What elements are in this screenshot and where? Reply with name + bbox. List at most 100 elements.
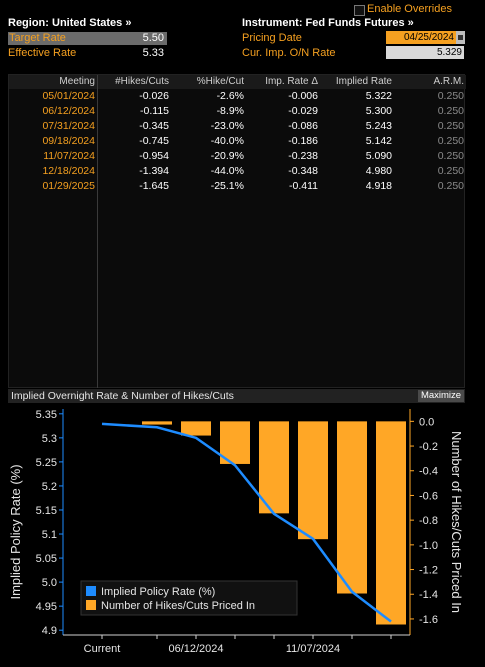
col-implied-rate[interactable]: Implied Rate — [335, 76, 392, 87]
cell-hikes: -0.745 — [139, 135, 169, 147]
cell-meeting: 11/07/2024 — [43, 150, 95, 162]
right-tick-label: -0.8 — [419, 515, 438, 527]
legend-swatch — [86, 586, 96, 596]
right-tick-label: -1.2 — [419, 565, 438, 577]
left-tick-label: 5.35 — [36, 409, 57, 421]
column-divider — [97, 75, 98, 388]
col-imp-rate-delta[interactable]: Imp. Rate Δ — [265, 76, 318, 87]
bar — [259, 421, 289, 514]
legend-label: Number of Hikes/Cuts Priced In — [101, 600, 255, 612]
target-rate-value: 5.50 — [142, 32, 164, 44]
right-tick-label: -0.4 — [419, 466, 438, 478]
col-pct-hike-cut[interactable]: %Hike/Cut — [196, 76, 244, 87]
x-tick-label: 11/07/2024 — [286, 643, 340, 655]
col-hikes-cuts[interactable]: #Hikes/Cuts — [115, 76, 169, 87]
legend-box — [80, 580, 298, 616]
enable-overrides-label[interactable]: Enable Overrides — [367, 3, 452, 15]
table-row[interactable]: 05/01/2024 -0.026 -2.6% -0.006 5.322 0.250 — [9, 89, 466, 104]
bar — [376, 421, 406, 625]
rate-chart: 5.35 5.3 5.25 5.2 5.15 5.1 5.05 5.0 4.95 4.9 Impli… — [8, 409, 464, 655]
bar — [337, 421, 367, 594]
instrument-selector[interactable]: Instrument: Fed Funds Futures » — [242, 17, 414, 29]
left-tick-label: 5.1 — [42, 529, 57, 541]
effective-rate-label: Effective Rate — [8, 47, 77, 59]
meetings-table: Meeting #Hikes/Cuts %Hike/Cut Imp. Rate … — [8, 74, 466, 388]
left-tick-label: 4.95 — [36, 601, 57, 613]
right-tick-label: -0.2 — [419, 441, 438, 453]
cell-delta: -0.029 — [288, 105, 318, 117]
table-row[interactable]: 01/29/2025 -1.645 -25.1% -0.411 4.918 0.250 — [9, 179, 466, 194]
cell-arm: 0.250 — [437, 165, 464, 177]
cell-delta: -0.238 — [288, 150, 318, 162]
cell-pct: -44.0% — [210, 165, 244, 177]
bar — [298, 421, 328, 540]
col-arm[interactable]: A.R.M. — [433, 76, 464, 87]
cell-meeting: 06/12/2024 — [42, 105, 95, 117]
cell-pct: -20.9% — [210, 150, 244, 162]
cell-meeting: 07/31/2024 — [42, 120, 95, 132]
cell-arm: 0.250 — [437, 105, 464, 117]
calendar-icon[interactable] — [456, 31, 465, 44]
pricing-date-input[interactable]: 04/25/2024 — [386, 31, 456, 44]
cell-delta: -0.411 — [289, 180, 318, 192]
right-tick-label: -1.6 — [419, 614, 438, 626]
effective-rate-value: 5.33 — [142, 47, 164, 59]
cell-hikes: -0.954 — [139, 150, 169, 162]
cell-pct: -25.1% — [210, 180, 244, 192]
cell-delta: -0.348 — [288, 165, 318, 177]
table-row[interactable]: 07/31/2024 -0.345 -23.0% -0.086 5.243 0.250 — [9, 119, 466, 134]
left-axis-label: Implied Policy Rate (%) — [8, 464, 23, 599]
cell-implied: 5.300 — [365, 105, 392, 117]
cell-pct: -23.0% — [210, 120, 244, 132]
left-tick-label: 5.25 — [36, 457, 57, 469]
cell-arm: 0.250 — [437, 180, 464, 192]
bar — [142, 421, 172, 425]
target-rate-label: Target Rate — [8, 32, 167, 45]
cell-meeting: 01/29/2025 — [42, 180, 95, 192]
cell-hikes: -0.026 — [139, 90, 169, 102]
cell-hikes: -1.394 — [139, 165, 169, 177]
cell-meeting: 05/01/2024 — [42, 90, 95, 102]
col-meeting[interactable]: Meeting — [59, 76, 95, 87]
left-tick-label: 5.3 — [42, 433, 57, 445]
cur-imp-rate-label: Cur. Imp. O/N Rate — [242, 47, 336, 59]
cur-imp-rate-field[interactable]: 5.329 — [386, 46, 464, 59]
cell-delta: -0.006 — [288, 90, 318, 102]
cell-arm: 0.250 — [437, 135, 464, 147]
cell-delta: -0.186 — [288, 135, 318, 147]
table-row[interactable]: 12/18/2024 -1.394 -44.0% -0.348 4.980 0.250 — [9, 164, 466, 179]
right-tick-label: -0.6 — [419, 490, 438, 502]
left-tick-label: 5.15 — [36, 505, 57, 517]
table-row[interactable]: 06/12/2024 -0.115 -8.9% -0.029 5.300 0.250 — [9, 104, 466, 119]
cell-implied: 5.243 — [365, 120, 392, 132]
legend-swatch — [86, 600, 96, 610]
region-selector[interactable]: Region: United States » — [8, 17, 132, 29]
left-tick-label: 4.9 — [42, 625, 57, 637]
table-header: Meeting #Hikes/Cuts %Hike/Cut Imp. Rate … — [9, 75, 466, 89]
cell-hikes: -1.645 — [139, 180, 169, 192]
series-line — [101, 422, 392, 623]
left-tick-label: 5.05 — [36, 553, 57, 565]
x-tick-label: 06/12/2024 — [168, 643, 223, 655]
cell-implied: 5.090 — [365, 150, 392, 162]
chart-title: Implied Overnight Rate & Number of Hikes… — [11, 390, 234, 402]
enable-overrides-checkbox[interactable] — [354, 5, 365, 16]
cell-implied: 4.980 — [365, 165, 392, 177]
cell-pct: -8.9% — [216, 105, 244, 117]
cell-implied: 5.322 — [365, 90, 392, 102]
cell-hikes: -0.115 — [140, 105, 169, 117]
table-row[interactable]: 11/07/2024 -0.954 -20.9% -0.238 5.090 0.250 — [9, 149, 466, 164]
bar — [181, 421, 211, 436]
right-axis-label: Number of Hikes/Cuts Priced In — [449, 431, 464, 613]
right-tick-label: -1.4 — [419, 589, 438, 601]
table-row[interactable]: 09/18/2024 -0.745 -40.0% -0.186 5.142 0.250 — [9, 134, 466, 149]
chart-header-bar — [8, 389, 465, 403]
cell-hikes: -0.345 — [139, 120, 169, 132]
maximize-button[interactable]: Maximize — [418, 390, 464, 402]
cell-arm: 0.250 — [437, 90, 464, 102]
right-tick-label: 0.0 — [419, 416, 434, 428]
cell-arm: 0.250 — [437, 150, 464, 162]
cell-pct: -40.0% — [210, 135, 244, 147]
cell-meeting: 09/18/2024 — [42, 135, 95, 147]
left-tick-label: 5.2 — [42, 481, 57, 493]
